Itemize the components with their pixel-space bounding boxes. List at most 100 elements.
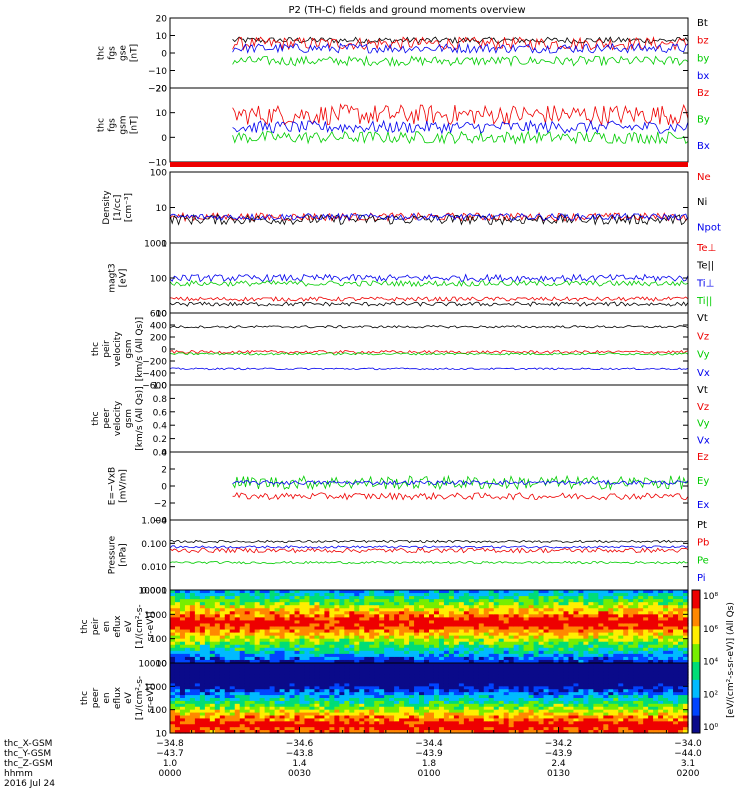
spectrogram-cell <box>264 611 271 615</box>
spectrogram-cell <box>518 641 525 646</box>
spectrogram-cell <box>224 593 231 597</box>
spectrogram-cell <box>179 665 186 670</box>
spectrogram-cell <box>463 623 470 628</box>
spectrogram-cell <box>419 663 425 667</box>
spectrogram-cell <box>503 659 510 664</box>
spectrogram-cell <box>513 659 520 664</box>
spectrogram-cell <box>678 617 684 622</box>
spectrogram-cell <box>364 695 370 699</box>
spectrogram-cell <box>414 602 420 606</box>
spectrogram-cell <box>533 632 540 637</box>
spectrogram-cell <box>463 614 470 618</box>
spectrogram-cell <box>613 590 619 594</box>
spectrogram-cell <box>498 686 505 690</box>
spectrogram-cell <box>593 671 599 676</box>
spectrogram-cell <box>304 605 311 609</box>
spectrogram-cell <box>359 626 365 631</box>
spectrogram-cell <box>344 659 350 664</box>
spectrogram-cell <box>229 683 236 687</box>
spectrogram-cell <box>329 623 335 628</box>
spectrogram-cell <box>334 599 340 603</box>
spectrogram-cell <box>324 623 330 628</box>
spectrogram-cell <box>279 659 286 664</box>
spectrogram-cell <box>279 602 286 606</box>
spectrogram-cell <box>683 605 689 609</box>
spectrogram-cell <box>503 593 510 597</box>
spectrogram-cell <box>583 668 589 673</box>
spectrogram-cell <box>299 626 306 631</box>
spectrogram-cell <box>453 608 460 612</box>
spectrogram-cell <box>404 721 410 725</box>
spectrogram-cell <box>314 683 321 687</box>
spectrogram-cell <box>478 602 485 606</box>
spectrogram-cell <box>419 709 425 714</box>
spectrogram-cell <box>673 593 679 597</box>
spectrogram-cell <box>219 614 226 618</box>
spectrogram-cell <box>433 614 440 618</box>
spectrogram-cell <box>498 590 505 594</box>
series-line-Ti⊥ <box>169 273 689 283</box>
spectrogram-cell <box>354 632 360 637</box>
spectrogram-cell <box>229 730 236 734</box>
spectrogram-cell <box>473 614 480 618</box>
spectrogram-cell <box>613 709 619 714</box>
spectrogram-cell <box>678 590 684 594</box>
legend-entry: Vt <box>697 385 708 396</box>
spectrogram-cell <box>438 611 445 615</box>
spectrogram-cell <box>493 730 500 734</box>
spectrogram-cell <box>618 620 624 625</box>
spectrogram-cell <box>264 620 271 625</box>
spectrogram-cell <box>563 659 570 664</box>
spectrogram-cell <box>259 718 266 722</box>
spectrogram-cell <box>319 608 325 612</box>
spectrogram-cell <box>204 712 211 717</box>
spectrogram-cell <box>593 700 599 705</box>
spectrogram-cell <box>508 611 515 615</box>
y-tick-label: 100 <box>150 275 167 285</box>
spectrogram-cell <box>488 709 495 714</box>
spectrogram-cell <box>179 608 186 612</box>
spectrogram-cell <box>543 620 550 625</box>
spectrogram-cell <box>319 712 325 717</box>
spectrogram-cell <box>478 590 485 594</box>
spectrogram-cell <box>419 647 425 652</box>
spectrogram-cell <box>658 620 664 625</box>
spectrogram-cell <box>244 605 251 609</box>
spectrogram-cell <box>429 718 435 722</box>
series-line-Pi <box>169 545 689 549</box>
spectrogram-cell <box>409 614 415 618</box>
spectrogram-cell <box>289 644 296 649</box>
spectrogram-cell <box>613 641 619 646</box>
spectrogram-cell <box>209 683 216 687</box>
spectrogram-cell <box>623 629 629 634</box>
spectrogram-cell <box>224 614 231 618</box>
spectrogram-cell <box>219 721 226 725</box>
spectrogram-cell <box>354 614 360 618</box>
spectrogram-cell <box>299 647 306 652</box>
spectrogram-cell <box>314 715 321 720</box>
spectrogram-cell <box>284 680 291 685</box>
spectrogram-cell <box>199 593 206 597</box>
spectrogram-cell <box>254 638 261 643</box>
spectrogram-cell <box>573 608 580 612</box>
spectrogram-cell <box>399 647 405 652</box>
spectrogram-cell <box>498 656 505 661</box>
spectrogram-cell <box>409 668 415 673</box>
spectrogram-cell <box>304 644 311 649</box>
spectrogram-cell <box>224 695 231 699</box>
spectrogram-cell <box>578 644 584 649</box>
spectrogram-cell <box>573 605 580 609</box>
spectrogram-cell <box>583 698 589 702</box>
spectrogram-cell <box>608 602 614 606</box>
spectrogram-cell <box>563 706 570 711</box>
spectrogram-cell <box>633 653 639 658</box>
spectrogram-cell <box>279 599 286 603</box>
spectrogram-cell <box>424 641 430 646</box>
spectrogram-cell <box>264 623 271 628</box>
spectrogram-cell <box>244 686 251 690</box>
spectrogram-cell <box>453 647 460 652</box>
spectrogram-cell <box>329 638 335 643</box>
spectrogram-cell <box>269 626 276 631</box>
spectrogram-cell <box>548 611 555 615</box>
spectrogram-cell <box>438 686 445 690</box>
